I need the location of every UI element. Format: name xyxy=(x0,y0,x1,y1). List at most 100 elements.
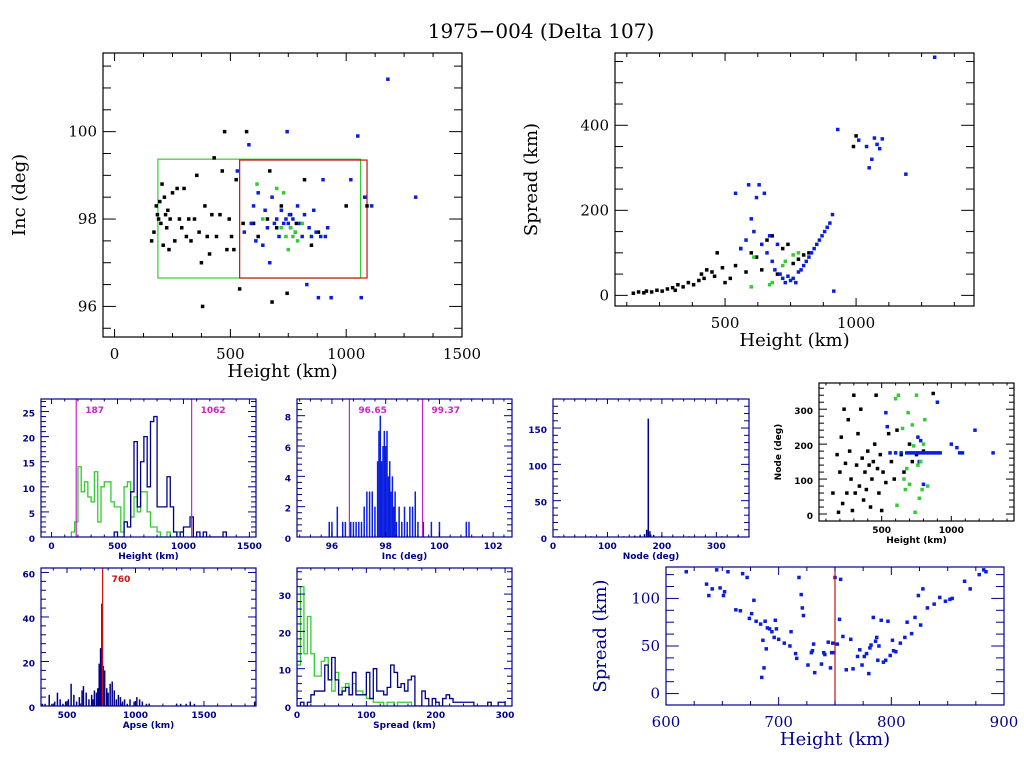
point-black xyxy=(866,449,870,453)
point-black xyxy=(210,212,214,217)
point-black xyxy=(673,288,678,293)
point-black xyxy=(754,255,759,259)
point-black xyxy=(850,508,855,513)
point-black xyxy=(859,407,863,411)
point-blue xyxy=(918,623,923,627)
point-black xyxy=(720,265,725,270)
point-blue xyxy=(855,654,860,659)
point-black xyxy=(265,217,270,221)
point-blue xyxy=(314,230,318,234)
point-green xyxy=(923,417,927,422)
point-green xyxy=(910,423,915,427)
point-black xyxy=(182,186,186,191)
point-blue xyxy=(925,606,930,610)
plot-frame xyxy=(296,567,513,707)
point-black xyxy=(660,289,664,293)
point-black xyxy=(168,217,172,221)
y-tick-label: 0 xyxy=(29,535,35,545)
y-tick-label: 10 xyxy=(278,667,291,677)
point-blue xyxy=(362,195,367,199)
point-black xyxy=(160,182,164,186)
x-tick-label: 200 xyxy=(652,542,671,552)
point-blue xyxy=(921,482,926,487)
point-green xyxy=(893,396,898,401)
point-blue xyxy=(325,226,330,230)
point-blue xyxy=(758,622,763,626)
point-green xyxy=(796,251,801,255)
point-blue xyxy=(825,225,830,230)
point-blue xyxy=(817,238,822,242)
x-tick-label: 200 xyxy=(426,711,445,721)
x-tick-label: 96 xyxy=(326,542,339,552)
point-blue xyxy=(799,592,803,597)
point-blue xyxy=(860,663,864,667)
point-blue xyxy=(838,577,843,582)
point-black xyxy=(836,510,841,515)
point-black xyxy=(167,247,171,252)
y-tick-label: 8 xyxy=(285,414,291,424)
point-blue xyxy=(277,234,281,239)
point-black xyxy=(251,221,256,226)
point-blue xyxy=(761,638,765,643)
point-black xyxy=(860,456,864,460)
point-blue xyxy=(835,127,840,132)
x-axis-label: Height (km) xyxy=(118,552,179,562)
y-tick-label: 96 xyxy=(78,297,97,315)
point-black xyxy=(846,417,850,422)
point-blue xyxy=(721,593,726,598)
x-tick-label: 1000 xyxy=(171,542,196,552)
point-blue xyxy=(885,424,889,429)
point-black xyxy=(154,204,159,208)
point-black xyxy=(199,260,204,265)
point-blue xyxy=(943,599,948,604)
point-blue xyxy=(263,208,267,213)
point-black xyxy=(222,129,227,134)
point-black xyxy=(163,212,168,217)
point-black xyxy=(770,234,774,238)
point-blue xyxy=(242,230,247,234)
y-tick-label: 100 xyxy=(68,123,97,141)
point-blue xyxy=(888,653,892,658)
ref-line-label: 187 xyxy=(85,406,104,416)
point-black xyxy=(649,290,654,294)
chart-height_hist: 187 1062 0 500 1000 1500 0 5 10 15 20 25 Height (km) xyxy=(22,398,262,562)
point-black xyxy=(166,208,170,213)
point-blue xyxy=(800,606,805,610)
chart-spread_hist: 0 100 200 300 0 10 20 30 Spread (km) xyxy=(278,567,514,731)
point-green xyxy=(913,510,917,515)
point-blue xyxy=(754,195,759,200)
point-blue xyxy=(810,649,815,653)
point-blue xyxy=(775,242,780,247)
point-black xyxy=(237,287,242,291)
point-blue xyxy=(321,177,325,182)
point-blue xyxy=(875,142,879,147)
point-green xyxy=(284,234,288,239)
point-black xyxy=(704,268,709,272)
y-tick-label: 20 xyxy=(22,659,35,669)
point-black xyxy=(241,221,245,226)
point-blue xyxy=(799,268,803,272)
point-blue xyxy=(782,641,787,645)
point-blue xyxy=(757,183,761,187)
ref-line-label: 99.37 xyxy=(432,406,460,416)
x-tick-label: 1000 xyxy=(327,345,365,363)
y-tick-label: 40 xyxy=(22,615,35,625)
point-black xyxy=(655,288,659,293)
y-tick-label: 10 xyxy=(22,485,35,495)
point-black xyxy=(152,230,156,234)
y-tick-label: 98 xyxy=(78,210,97,228)
point-black xyxy=(316,230,321,234)
point-blue xyxy=(747,616,752,621)
point-blue xyxy=(880,137,885,141)
point-black xyxy=(676,282,680,287)
point-blue xyxy=(261,243,265,247)
point-blue xyxy=(872,136,877,140)
point-blue xyxy=(235,169,240,173)
red-box xyxy=(239,159,368,279)
point-black xyxy=(285,291,289,296)
point-blue xyxy=(763,619,767,623)
point-green xyxy=(300,221,304,226)
point-black xyxy=(902,470,906,474)
point-blue xyxy=(862,654,867,659)
point-blue xyxy=(318,234,323,239)
